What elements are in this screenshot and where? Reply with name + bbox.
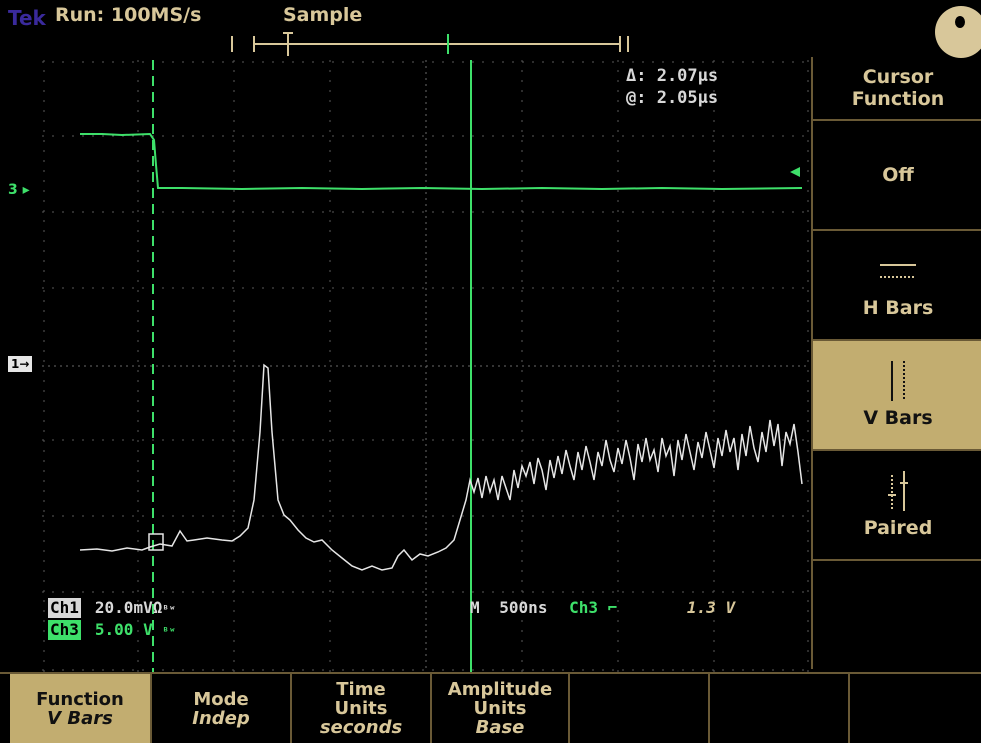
bottom-button-amplitude-units-value: Base [475,717,525,738]
side-button-v-bars-label: V Bars [863,407,933,429]
tek-logo-icon [935,6,981,58]
bottom-button-time-units-label: Time Units [334,679,388,719]
side-button-h-bars-label: H Bars [862,297,934,319]
side-button-off[interactable]: Off [813,119,981,229]
ch3-trace [80,132,803,191]
trigger-slope-icon: ⌐ [607,598,618,617]
graticule: Δ: 2.07µs @: 2.05µs [42,60,810,672]
v-bars-icon [891,361,905,401]
side-menu-title-line2: Function [851,88,945,110]
trigger-level: 1.3 V [686,598,736,617]
ch3-scale: 5.00 V [94,620,153,639]
bottom-button-mode-label: Mode [193,688,249,710]
bottom-button-amplitude-units-label: Amplitude Units [447,679,553,719]
side-button-off-label: Off [882,164,914,186]
status-bar: Tek Run: 100MS/s Sample [0,0,981,60]
ch3-bw-limit: ᴮʷ [162,625,176,638]
bottom-menu: Function V Bars Mode Indep Time Units se… [0,672,981,743]
cursor-delta: Δ: 2.07µs [626,66,719,86]
ch1-trace [79,363,803,571]
ch3-info: Ch3 5.00 V ᴮʷ [48,620,176,642]
side-menu: Cursor Function Off H Bars V Bars [811,57,981,669]
bottom-button-function-label: Function [36,688,124,710]
ch3-ground-marker: 3 ▸ [8,182,30,198]
bottom-button-time-units-value: seconds [319,717,403,738]
record-position-bar [231,32,629,56]
waveform-display [42,60,810,672]
paired-bars-icon [888,471,908,511]
side-menu-title-line1: Cursor [862,66,934,88]
side-button-paired-label: Paired [863,517,933,539]
bottom-button-function[interactable]: Function V Bars [10,674,152,743]
bottom-button-empty-7[interactable] [850,674,981,743]
acquisition-mode: Sample [283,4,363,26]
ch1-bw-limit: ᴮʷ [162,603,176,616]
ch3-trigger-level-icon [790,167,800,177]
run-status: Run: 100MS/s [55,4,202,26]
ch1-scale: 20.0mVΩ [94,598,163,617]
side-button-h-bars[interactable]: H Bars [813,229,981,339]
ch1-trigger-marker [148,533,164,551]
bottom-button-mode-value: Indep [192,707,250,729]
bottom-button-amplitude-units[interactable]: Amplitude Units Base [432,674,570,743]
timebase-value: 500ns [499,598,548,617]
side-button-paired[interactable]: Paired [813,449,981,559]
bottom-button-function-value: V Bars [47,707,113,729]
ch1-info: Ch1 20.0mVΩᴮʷ [48,598,176,620]
ch3-tag: Ch3 [48,620,81,640]
brand-label: Tek [8,6,46,30]
side-button-v-bars[interactable]: V Bars [813,339,981,449]
bottom-button-mode[interactable]: Mode Indep [152,674,292,743]
trigger-source: Ch3 [569,598,598,617]
side-button-empty[interactable] [813,559,981,669]
channel-info: Ch1 20.0mVΩᴮʷ Ch3 5.00 V ᴮʷ [48,598,176,642]
bottom-button-empty-5[interactable] [570,674,710,743]
timebase-info: M 500ns Ch3 ⌐ 1.3 V [470,598,735,617]
side-menu-title: Cursor Function [813,57,981,119]
bottom-button-empty-6[interactable] [710,674,850,743]
h-bars-icon [880,264,916,278]
bottom-button-time-units[interactable]: Time Units seconds [292,674,432,743]
cursor-position: @: 2.05µs [626,88,719,108]
ch1-tag: Ch1 [48,598,81,618]
ch1-ground-marker: 1→ [8,356,33,372]
timebase-label: M [470,598,480,617]
